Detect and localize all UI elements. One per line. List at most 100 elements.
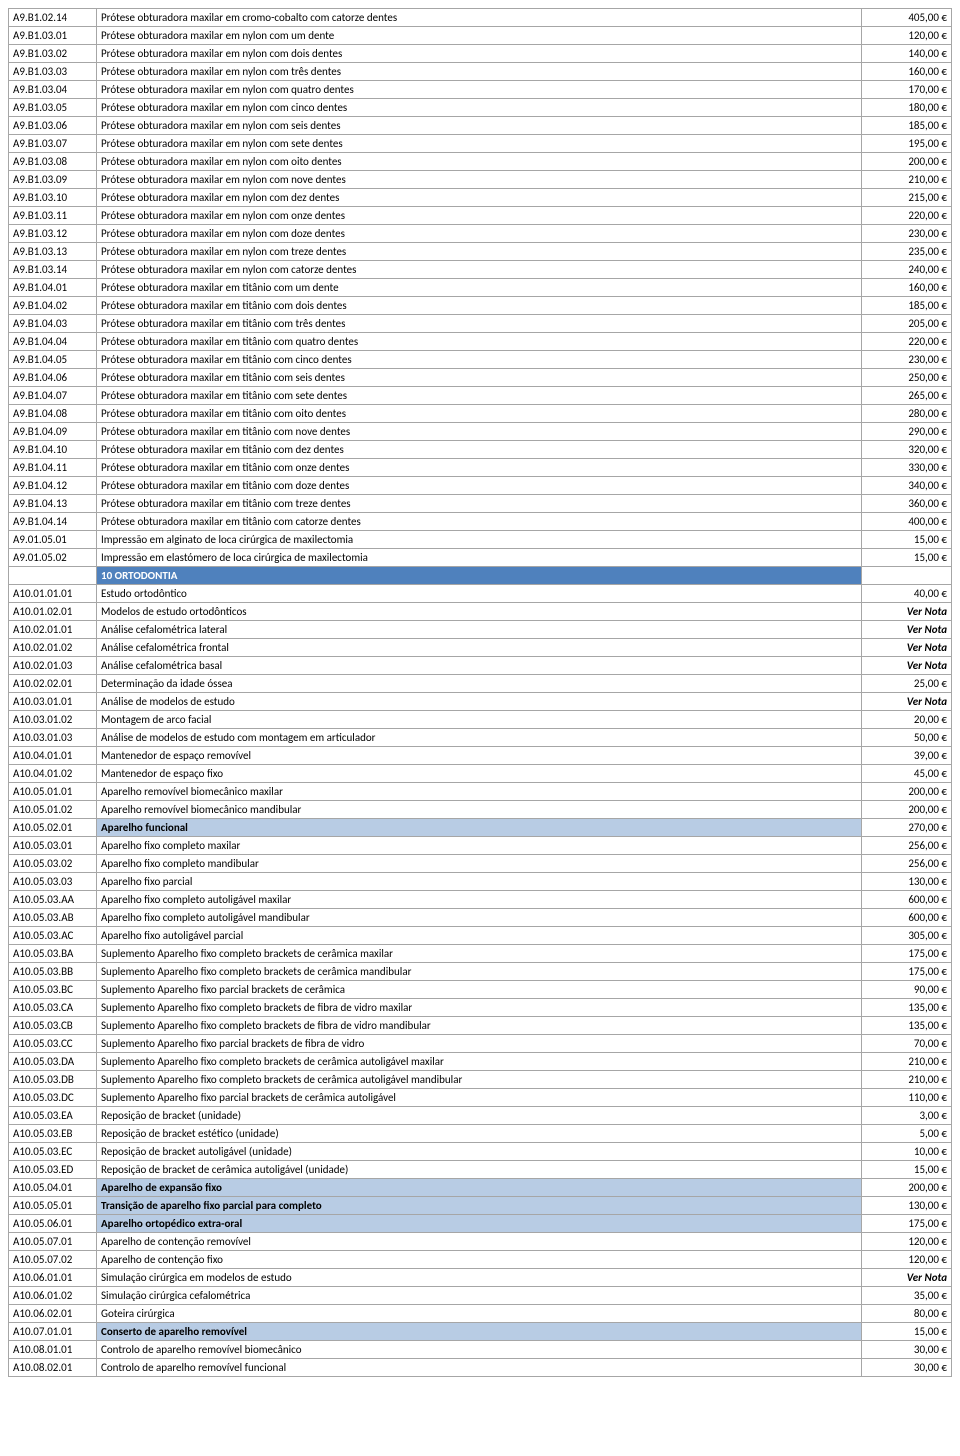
description-cell: Aparelho removível biomecânico maxilar	[97, 783, 862, 801]
code-cell: A9.B1.03.10	[9, 189, 97, 207]
code-cell: A10.05.01.01	[9, 783, 97, 801]
code-cell: A9.B1.04.09	[9, 423, 97, 441]
table-row: A9.B1.04.11Prótese obturadora maxilar em…	[9, 459, 952, 477]
description-cell: Goteira cirúrgica	[97, 1305, 862, 1323]
code-cell: A10.03.01.02	[9, 711, 97, 729]
code-cell: A9.B1.03.06	[9, 117, 97, 135]
description-cell: Controlo de aparelho removível biomecâni…	[97, 1341, 862, 1359]
table-row: A10.05.03.ACAparelho fixo autoligável pa…	[9, 927, 952, 945]
code-cell: A9.B1.03.02	[9, 45, 97, 63]
description-cell: Aparelho removível biomecânico mandibula…	[97, 801, 862, 819]
code-cell: A10.05.07.02	[9, 1251, 97, 1269]
price-cell: 250,00 €	[862, 369, 952, 387]
description-cell: Aparelho fixo completo autoligável mandi…	[97, 909, 862, 927]
description-cell: Prótese obturadora maxilar em titânio co…	[97, 369, 862, 387]
table-row: A10.02.01.03Análise cefalométrica basalV…	[9, 657, 952, 675]
description-cell: Prótese obturadora maxilar em titânio co…	[97, 423, 862, 441]
table-row: A9.B1.04.05Prótese obturadora maxilar em…	[9, 351, 952, 369]
code-cell: A9.B1.03.13	[9, 243, 97, 261]
table-row: A10.05.03.DCSuplemento Aparelho fixo par…	[9, 1089, 952, 1107]
price-cell: 256,00 €	[862, 855, 952, 873]
code-cell: A10.05.03.BB	[9, 963, 97, 981]
code-cell: A10.05.03.CA	[9, 999, 97, 1017]
description-cell: Simulação cirúrgica cefalométrica	[97, 1287, 862, 1305]
table-row: A9.B1.04.06Prótese obturadora maxilar em…	[9, 369, 952, 387]
table-row: A10.05.03.DASuplemento Aparelho fixo com…	[9, 1053, 952, 1071]
code-cell: A10.03.01.01	[9, 693, 97, 711]
price-table: A9.B1.02.14Prótese obturadora maxilar em…	[8, 8, 952, 1377]
price-cell: 240,00 €	[862, 261, 952, 279]
description-cell: Reposição de bracket estético (unidade)	[97, 1125, 862, 1143]
table-row: A9.B1.02.14Prótese obturadora maxilar em…	[9, 9, 952, 27]
price-cell: 50,00 €	[862, 729, 952, 747]
table-row: A9.B1.04.03Prótese obturadora maxilar em…	[9, 315, 952, 333]
code-cell: A10.05.03.BC	[9, 981, 97, 999]
code-cell: A10.05.03.01	[9, 837, 97, 855]
table-row: A10.05.03.BBSuplemento Aparelho fixo com…	[9, 963, 952, 981]
code-cell: A9.B1.04.14	[9, 513, 97, 531]
price-cell: 110,00 €	[862, 1089, 952, 1107]
table-row: A9.B1.04.12Prótese obturadora maxilar em…	[9, 477, 952, 495]
price-cell: 5,00 €	[862, 1125, 952, 1143]
description-cell: Prótese obturadora maxilar em titânio co…	[97, 279, 862, 297]
description-cell: Determinação da idade óssea	[97, 675, 862, 693]
price-cell: 210,00 €	[862, 171, 952, 189]
table-row: A9.B1.03.09Prótese obturadora maxilar em…	[9, 171, 952, 189]
description-cell: Aparelho fixo autoligável parcial	[97, 927, 862, 945]
code-cell: A9.B1.04.11	[9, 459, 97, 477]
price-cell	[862, 567, 952, 585]
price-cell: 45,00 €	[862, 765, 952, 783]
price-cell: 130,00 €	[862, 1197, 952, 1215]
description-cell: Prótese obturadora maxilar em nylon com …	[97, 27, 862, 45]
code-cell: A10.05.03.CC	[9, 1035, 97, 1053]
price-cell: 120,00 €	[862, 27, 952, 45]
code-cell: A9.B1.03.05	[9, 99, 97, 117]
price-cell: 10,00 €	[862, 1143, 952, 1161]
price-cell: 600,00 €	[862, 909, 952, 927]
description-cell: Prótese obturadora maxilar em nylon com …	[97, 117, 862, 135]
description-cell: Prótese obturadora maxilar em titânio co…	[97, 459, 862, 477]
table-row: A9.B1.03.02Prótese obturadora maxilar em…	[9, 45, 952, 63]
price-cell: 305,00 €	[862, 927, 952, 945]
table-row: 10 ORTODONTIA	[9, 567, 952, 585]
description-cell: Aparelho fixo parcial	[97, 873, 862, 891]
price-cell: 15,00 €	[862, 1323, 952, 1341]
description-cell: Suplemento Aparelho fixo parcial bracket…	[97, 1089, 862, 1107]
description-cell: Suplemento Aparelho fixo parcial bracket…	[97, 1035, 862, 1053]
table-row: A9.B1.04.14Prótese obturadora maxilar em…	[9, 513, 952, 531]
price-cell: 230,00 €	[862, 351, 952, 369]
code-cell: A10.05.03.DB	[9, 1071, 97, 1089]
description-cell: Mantenedor de espaço fixo	[97, 765, 862, 783]
description-cell: Prótese obturadora maxilar em nylon com …	[97, 225, 862, 243]
table-row: A9.B1.03.04Prótese obturadora maxilar em…	[9, 81, 952, 99]
table-row: A9.B1.03.14Prótese obturadora maxilar em…	[9, 261, 952, 279]
price-cell: 270,00 €	[862, 819, 952, 837]
table-row: A9.B1.04.08Prótese obturadora maxilar em…	[9, 405, 952, 423]
description-cell: Análise cefalométrica frontal	[97, 639, 862, 657]
table-row: A10.08.01.01Controlo de aparelho removív…	[9, 1341, 952, 1359]
price-cell: 210,00 €	[862, 1071, 952, 1089]
description-cell: Prótese obturadora maxilar em nylon com …	[97, 81, 862, 99]
description-cell: Montagem de arco facial	[97, 711, 862, 729]
table-row: A9.B1.03.12Prótese obturadora maxilar em…	[9, 225, 952, 243]
code-cell: A9.B1.04.12	[9, 477, 97, 495]
code-cell	[9, 567, 97, 585]
description-cell: Suplemento Aparelho fixo completo bracke…	[97, 1053, 862, 1071]
description-cell: Aparelho fixo completo autoligável maxil…	[97, 891, 862, 909]
price-cell: 30,00 €	[862, 1359, 952, 1377]
table-row: A9.B1.03.13Prótese obturadora maxilar em…	[9, 243, 952, 261]
description-cell: Suplemento Aparelho fixo completo bracke…	[97, 963, 862, 981]
code-cell: A10.05.03.EA	[9, 1107, 97, 1125]
price-cell: 280,00 €	[862, 405, 952, 423]
price-cell: 400,00 €	[862, 513, 952, 531]
price-cell: 200,00 €	[862, 783, 952, 801]
table-row: A10.07.01.01Conserto de aparelho removív…	[9, 1323, 952, 1341]
table-row: A10.06.01.02Simulação cirúrgica cefalomé…	[9, 1287, 952, 1305]
code-cell: A9.B1.04.02	[9, 297, 97, 315]
table-row: A10.04.01.02Mantenedor de espaço fixo45,…	[9, 765, 952, 783]
code-cell: A10.05.03.DC	[9, 1089, 97, 1107]
table-row: A9.B1.04.07Prótese obturadora maxilar em…	[9, 387, 952, 405]
code-cell: A10.05.03.AC	[9, 927, 97, 945]
description-cell: Prótese obturadora maxilar em titânio co…	[97, 441, 862, 459]
table-row: A10.05.06.01Aparelho ortopédico extra-or…	[9, 1215, 952, 1233]
